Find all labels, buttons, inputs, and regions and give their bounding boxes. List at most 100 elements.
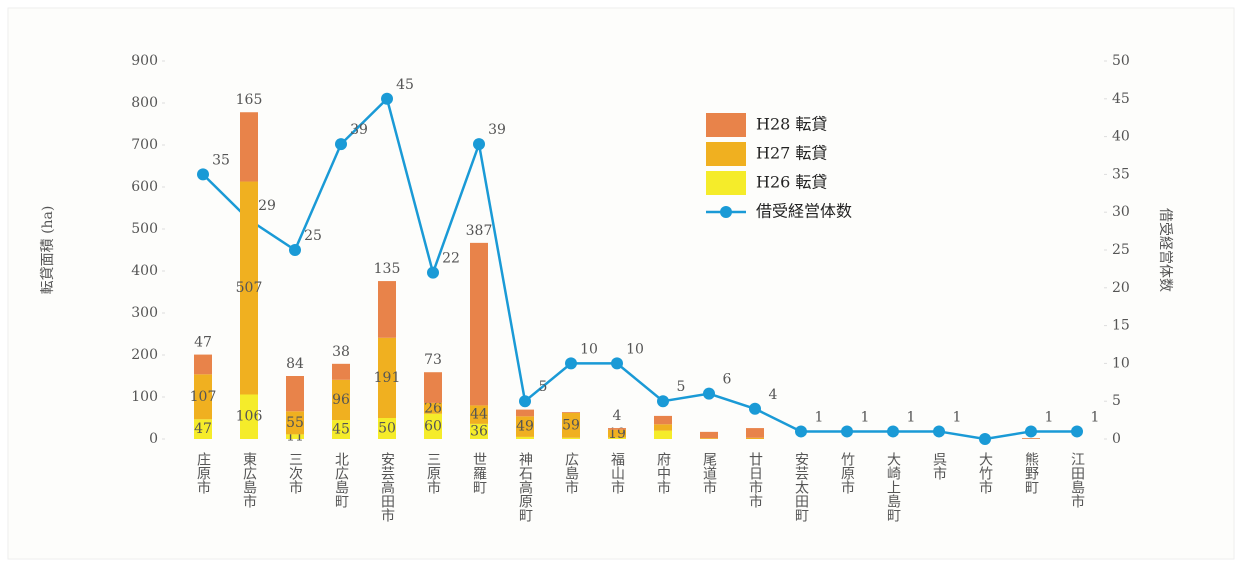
- y2-axis-label: 借受経営体数: [1157, 208, 1173, 292]
- data-label: 26: [424, 400, 442, 416]
- point: [335, 138, 347, 151]
- data-label: 96: [332, 392, 350, 408]
- legend-swatch: [706, 171, 746, 195]
- bar: [700, 438, 718, 439]
- x-tick-label: 府中市: [655, 452, 671, 494]
- legend-label: 借受経営体数: [756, 202, 852, 221]
- point: [1071, 425, 1083, 438]
- line-label: 6: [723, 372, 732, 388]
- x-tick-label: 三次市: [287, 452, 303, 494]
- line-label: 1: [953, 409, 962, 425]
- line-label: 1: [861, 409, 870, 425]
- line-label: 10: [626, 341, 644, 357]
- line-label: 35: [212, 152, 230, 168]
- bar: [562, 412, 580, 438]
- x-tick-label: 世羅町: [471, 452, 487, 494]
- y-tick-label: 300: [131, 305, 158, 321]
- x-tick-label: 大崎上島町: [885, 452, 901, 522]
- y2-tick-label: 40: [1112, 129, 1130, 145]
- bar: [194, 419, 212, 439]
- x-tick-label: 神石高原町: [517, 452, 533, 522]
- x-tick-label: 北広島町: [333, 452, 349, 508]
- y2-tick-label: 45: [1112, 91, 1130, 107]
- y-tick-label: 600: [131, 179, 158, 195]
- data-label: 387: [466, 223, 493, 239]
- line-label: 5: [677, 379, 686, 395]
- bar: [240, 181, 258, 395]
- line-label: 45: [396, 77, 414, 93]
- data-label: 4: [613, 408, 622, 424]
- point: [473, 138, 485, 151]
- bar: [608, 429, 626, 438]
- bar: [240, 112, 258, 182]
- bar: [700, 431, 718, 439]
- data-label: 73: [424, 352, 442, 368]
- bar: [286, 411, 304, 435]
- bar: [332, 363, 350, 380]
- y2-tick-label: 35: [1112, 166, 1130, 182]
- point: [933, 425, 945, 438]
- bar: [424, 372, 442, 403]
- line: [202, 96, 1077, 441]
- bar: [424, 402, 442, 414]
- bar: [194, 354, 212, 375]
- x-tick-label: 庄原市: [195, 451, 211, 494]
- point: [887, 425, 899, 438]
- bar: [562, 412, 580, 413]
- x-tick-label: 広島市: [563, 452, 579, 494]
- bar: [424, 413, 442, 439]
- line-label: 39: [488, 122, 506, 138]
- data-label: 38: [332, 344, 350, 360]
- data-label: 47: [194, 335, 212, 351]
- x-tick-label: 三原市: [425, 452, 441, 494]
- point: [611, 357, 623, 370]
- y2-tick-label: 20: [1112, 280, 1130, 296]
- y-tick-label: 900: [131, 53, 158, 69]
- data-label: 191: [374, 370, 401, 386]
- x-tick-label: 尾道市: [701, 452, 717, 494]
- point: [795, 425, 807, 438]
- y-tick-label: 400: [131, 263, 158, 279]
- line-label: 1: [815, 409, 824, 425]
- line-label: 22: [442, 251, 460, 267]
- data-label: 50: [378, 421, 396, 437]
- legend-swatch: [706, 142, 746, 166]
- x-tick-label: 呉市: [931, 452, 947, 480]
- frame: [7, 7, 1235, 560]
- y2-tick-label: 30: [1112, 204, 1130, 220]
- x-tick-label: 江田島市: [1069, 452, 1085, 508]
- y2-tick-label: 25: [1112, 242, 1130, 258]
- bar: [470, 405, 488, 424]
- point: [565, 357, 577, 370]
- data-label: 49: [516, 419, 534, 435]
- bar: [608, 428, 626, 430]
- bar: [654, 424, 672, 431]
- y-tick-label: 700: [131, 137, 158, 153]
- bar: [562, 437, 580, 439]
- point: [657, 395, 669, 408]
- bar: [516, 409, 534, 417]
- data-label: 107: [190, 389, 217, 405]
- bar: [378, 418, 396, 439]
- point: [979, 433, 991, 445]
- line-label: 1: [907, 409, 916, 425]
- data-label: 45: [332, 422, 350, 438]
- y-tick-label: 0: [149, 431, 158, 447]
- bar: [332, 420, 350, 439]
- point: [519, 395, 531, 408]
- data-label: 135: [374, 261, 401, 277]
- bar: [654, 430, 672, 439]
- point: [703, 387, 715, 400]
- x-tick-label: 大竹市: [977, 452, 993, 494]
- bar: [516, 436, 534, 439]
- data-label: 36: [470, 423, 488, 439]
- x-tick-label: 安芸高田市: [379, 452, 395, 522]
- legend-label: H26 転貸: [756, 173, 827, 192]
- line-label: 1: [1045, 409, 1054, 425]
- x-tick-label: 安芸太田町: [793, 452, 809, 522]
- y-tick-label: 100: [131, 389, 158, 405]
- bar: [194, 374, 212, 420]
- data-label: 507: [236, 280, 263, 296]
- bar: [470, 242, 488, 406]
- legend-swatch: [706, 113, 746, 137]
